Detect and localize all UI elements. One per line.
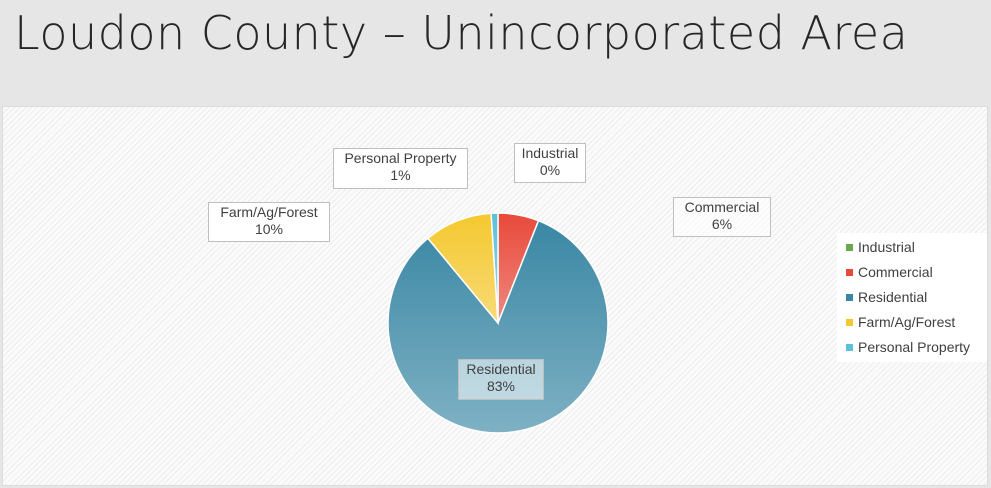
data-label-category: Personal Property — [344, 150, 457, 166]
legend-label: Residential — [858, 289, 928, 305]
legend-swatch — [846, 294, 853, 301]
data-label-value: 0% — [539, 162, 561, 178]
data-label-value: 10% — [254, 221, 284, 237]
legend-item-industrial: Industrial — [837, 235, 987, 260]
pie-slice-residential — [387, 219, 609, 434]
chart-legend: Industrial Commercial Residential Farm/A… — [837, 233, 987, 362]
data-label-value: 1% — [390, 167, 411, 183]
legend-item-commercial: Commercial — [837, 260, 987, 285]
legend-label: Industrial — [858, 239, 915, 255]
data-label-value: 83% — [486, 378, 516, 394]
legend-item-residential: Residential — [837, 285, 987, 310]
legend-swatch — [846, 319, 853, 326]
legend-swatch — [846, 244, 853, 251]
legend-label: Personal Property — [858, 339, 971, 355]
legend-label: Commercial — [858, 264, 933, 280]
chart-area: Industrial 0% Commercial 6% Residential … — [2, 106, 988, 486]
data-label-residential: Residential 83% — [458, 359, 544, 400]
data-label-industrial: Industrial 0% — [514, 143, 586, 183]
legend-label: Farm/Ag/Forest — [858, 314, 956, 330]
data-label-category: Commercial — [684, 199, 760, 215]
pie-chart — [387, 212, 609, 434]
data-label-value: 6% — [711, 216, 733, 232]
legend-swatch — [846, 269, 853, 276]
legend-item-personal-property: Personal Property — [837, 335, 987, 360]
slide-title: Loudon County – Unincorporated Area — [14, 6, 909, 60]
data-label-category: Residential — [466, 361, 536, 377]
data-label-category: Farm/Ag/Forest — [220, 204, 318, 220]
legend-item-farm-ag-forest: Farm/Ag/Forest — [837, 310, 987, 335]
data-label-farm-ag-forest: Farm/Ag/Forest 10% — [208, 202, 330, 242]
legend-swatch — [846, 344, 853, 351]
data-label-commercial: Commercial 6% — [673, 197, 771, 237]
pie-slice-personal-property — [490, 212, 499, 324]
data-label-category: Industrial — [521, 145, 579, 161]
data-label-personal-property: Personal Property 1% — [333, 148, 468, 189]
